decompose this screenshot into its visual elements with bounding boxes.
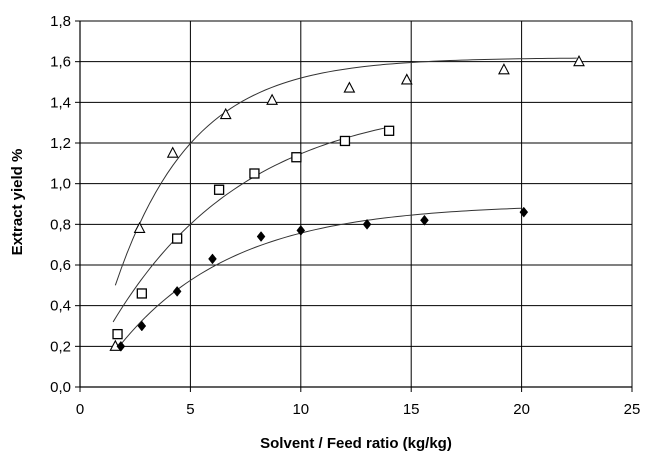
y-tick-label: 1,8: [50, 13, 71, 30]
diamond-marker: [519, 206, 529, 218]
triangle-marker: [166, 146, 179, 158]
diamond-marker: [172, 286, 182, 297]
square-marker: [112, 328, 123, 340]
diamond-marker: [296, 225, 306, 236]
triangle-marker: [400, 73, 413, 85]
diamond-marker: [420, 214, 429, 226]
y-axis-title: Extract yield %: [9, 149, 26, 256]
square-marker: [136, 288, 147, 299]
triangle-marker: [133, 221, 146, 233]
triangle-marker: [343, 81, 356, 93]
y-tick-label: 0,4: [50, 298, 71, 315]
square-marker: [383, 125, 395, 136]
triangle-marker: [573, 54, 585, 67]
y-tick-label: 0,2: [50, 338, 71, 355]
trend-line: [114, 57, 577, 286]
square-marker: [291, 152, 302, 163]
x-tick-label: 5: [186, 401, 194, 418]
diamond-marker: [116, 340, 126, 352]
square-marker: [172, 233, 183, 244]
y-tick-label: 1,2: [50, 135, 71, 152]
x-tick-label: 0: [76, 401, 84, 418]
triangle-marker: [219, 107, 232, 120]
x-tick-label: 10: [292, 401, 309, 418]
y-tick-label: 0,0: [50, 379, 71, 396]
y-tick-label: 1,4: [50, 94, 71, 111]
y-tick-label: 1,6: [50, 54, 71, 71]
square-marker: [249, 168, 260, 179]
x-tick-label: 20: [513, 401, 530, 418]
x-tick-label: 15: [403, 401, 420, 418]
data-points: [109, 54, 585, 352]
diamond-marker: [256, 231, 266, 242]
triangle-marker: [266, 93, 279, 105]
trend-line: [120, 207, 522, 345]
diamond-marker: [137, 320, 147, 332]
diamond-marker: [208, 253, 217, 265]
y-tick-label: 0,6: [50, 257, 71, 274]
x-axis-title: Solvent / Feed ratio (kg/kg): [260, 435, 452, 452]
y-tick-label: 0,8: [50, 216, 71, 233]
tick-labels: 0 5 10 15 20 25 0,0 0,2 0,4 0,6 0,8 1,0 1,2 1,4 1,6 1,8: [50, 13, 640, 418]
square-marker: [213, 184, 225, 195]
y-tick-label: 1,0: [50, 176, 71, 193]
square-marker: [339, 135, 351, 147]
trend-lines: [112, 57, 577, 345]
grid: [80, 21, 632, 387]
x-tick-label: 25: [624, 401, 641, 418]
axes: [75, 20, 633, 392]
diamond-marker: [362, 218, 372, 230]
triangle-marker: [498, 63, 510, 75]
